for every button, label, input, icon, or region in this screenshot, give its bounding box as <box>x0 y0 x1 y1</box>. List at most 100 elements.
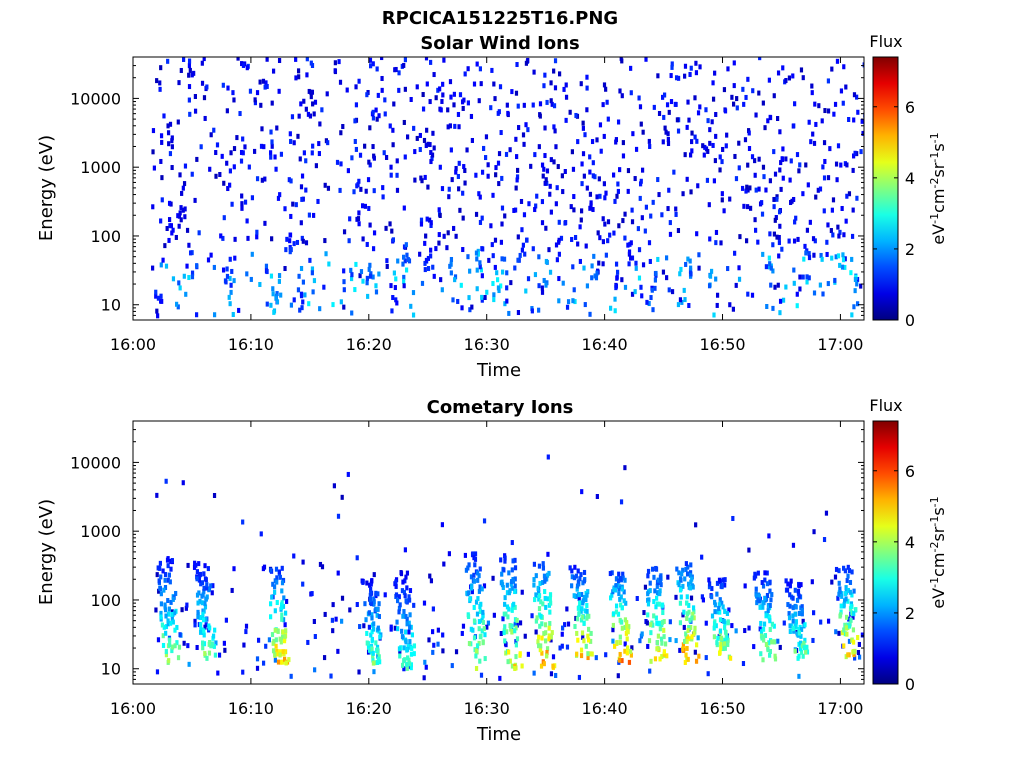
burst-cell <box>367 647 372 653</box>
burst-cell <box>480 628 484 634</box>
spectrogram-cell <box>852 117 856 123</box>
data-cell <box>557 239 561 245</box>
spectrogram-cell <box>850 256 854 262</box>
spectrogram-cell <box>693 649 697 655</box>
burst-cell <box>478 608 482 614</box>
spectrogram-cell <box>808 219 812 225</box>
spectrogram-cell <box>442 233 446 239</box>
burst-cell <box>164 630 168 636</box>
burst-cell <box>582 569 587 575</box>
burst-cell <box>623 648 627 654</box>
spectrogram-cell <box>666 206 670 212</box>
burst-cell <box>722 641 727 647</box>
spectrogram-cell <box>668 619 672 625</box>
spectrogram-cell <box>222 180 226 186</box>
spectrogram-cell <box>862 62 864 68</box>
spectrogram-cell <box>461 105 465 111</box>
spectrogram-cell <box>595 137 599 143</box>
spectrogram-cell <box>232 146 237 152</box>
burst-cell <box>752 575 756 581</box>
spectrogram-cell <box>773 284 777 290</box>
burst-cell <box>794 604 798 610</box>
burst-cell <box>578 600 582 606</box>
spectrogram-cell <box>498 84 503 90</box>
spectrogram-cell <box>151 265 155 271</box>
spectrogram-cell <box>611 172 616 178</box>
spectrogram-cell <box>518 620 523 626</box>
spectrogram-cell <box>327 261 331 267</box>
data-cell <box>393 285 397 291</box>
spectrogram-cell <box>155 669 160 675</box>
spectrogram-cell <box>480 294 484 300</box>
spectrogram-cell <box>358 152 363 158</box>
spectrogram-cell <box>700 554 704 560</box>
burst-cell <box>477 573 481 579</box>
spectrogram-cell <box>391 127 395 133</box>
spectrogram-cell <box>162 113 166 119</box>
spectrogram-cell <box>363 203 367 209</box>
spectrogram-cell <box>847 616 851 622</box>
data-cell <box>169 223 173 229</box>
burst-cell <box>400 628 404 634</box>
spectrogram-cell <box>342 304 346 310</box>
spectrogram-cell <box>407 663 411 669</box>
spectrogram-cell <box>312 278 317 284</box>
data-cell <box>554 242 559 248</box>
spectrogram-cell <box>535 193 539 199</box>
spectrogram-area <box>151 57 864 319</box>
burst-cell <box>168 579 172 585</box>
spectrogram-cell <box>441 632 445 638</box>
spectrogram-cell <box>581 151 586 157</box>
spectrogram-cell <box>514 136 518 142</box>
burst-cell <box>723 608 727 614</box>
burst-cell <box>410 632 415 638</box>
spectrogram-cell <box>702 152 706 158</box>
burst-cell <box>719 635 724 641</box>
spectrogram-cell <box>718 154 722 160</box>
burst-cell <box>551 663 555 669</box>
burst-cell <box>794 619 798 625</box>
spectrogram-cell <box>732 60 736 66</box>
spectrogram-cell <box>752 644 756 650</box>
burst-cell <box>719 645 723 651</box>
burst-cell <box>280 588 284 594</box>
spectrogram-cell <box>830 207 834 213</box>
burst-cell <box>404 598 408 604</box>
spectrogram-cell <box>261 566 265 572</box>
colorbar-gradient <box>872 420 899 685</box>
spectrogram-cell <box>458 92 463 98</box>
spectrogram-cell <box>819 252 823 258</box>
spectrogram-cell <box>833 574 838 580</box>
burst-cell <box>723 582 727 588</box>
data-cell <box>190 274 195 280</box>
spectrogram-cell <box>674 594 678 600</box>
spectrogram-cell <box>299 184 304 190</box>
spectrogram-cell <box>826 281 830 287</box>
spectrogram-cell <box>340 494 344 500</box>
spectrogram-cell <box>719 240 723 246</box>
spectrogram-cell <box>363 143 367 149</box>
spectrogram-cell <box>294 75 298 81</box>
spectrogram-cell <box>813 101 817 107</box>
spectrogram-cell <box>579 217 583 223</box>
spectrogram-cell <box>349 267 353 273</box>
burst-cell <box>508 623 512 629</box>
burst-cell <box>721 604 725 610</box>
spectrogram-cell <box>532 670 536 676</box>
spectrogram-cell <box>468 307 472 313</box>
spectrogram-cell <box>820 256 824 262</box>
spectrogram-cell <box>436 87 440 93</box>
data-cell <box>475 256 479 262</box>
burst-cell <box>370 612 374 618</box>
spectrogram-cell <box>605 99 609 105</box>
data-cell <box>496 285 501 291</box>
spectrogram-cell <box>506 110 510 116</box>
spectrogram-cell <box>481 246 485 252</box>
burst-cell <box>620 658 624 664</box>
burst-cell <box>269 614 273 620</box>
spectrogram-cell <box>847 116 851 122</box>
burst-cell <box>763 570 767 576</box>
spectrogram-cell <box>720 191 724 197</box>
burst-cell <box>201 645 205 651</box>
burst-cell <box>756 570 760 576</box>
